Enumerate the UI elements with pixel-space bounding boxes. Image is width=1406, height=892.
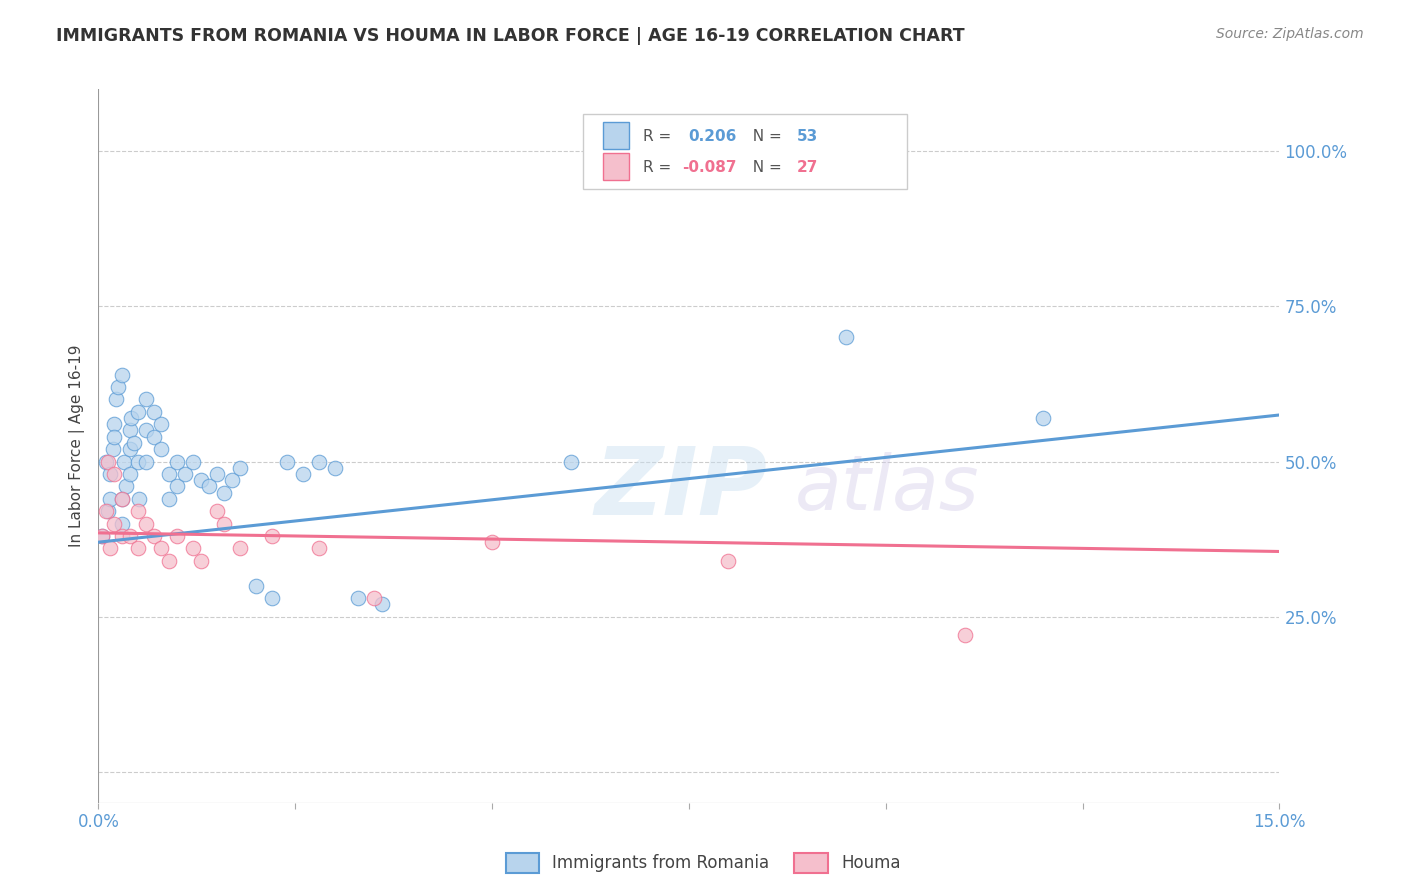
Point: [717, 554, 740, 568]
Point: [953, 628, 976, 642]
Point: [111, 516, 134, 531]
Point: [229, 541, 252, 556]
Point: [104, 392, 127, 407]
Point: [214, 516, 236, 531]
FancyBboxPatch shape: [582, 114, 907, 189]
Point: [481, 535, 503, 549]
Point: [142, 529, 165, 543]
Legend: Immigrants from Romania, Houma: Immigrants from Romania, Houma: [499, 847, 907, 880]
Point: [181, 454, 204, 468]
Point: [96, 454, 118, 468]
Point: [205, 467, 228, 481]
Point: [135, 516, 157, 531]
Point: [371, 597, 394, 611]
Point: [363, 591, 385, 605]
Point: [229, 460, 252, 475]
Point: [111, 529, 134, 543]
Point: [122, 436, 145, 450]
Point: [118, 424, 141, 438]
Point: [98, 467, 121, 481]
Point: [1032, 411, 1054, 425]
Point: [157, 554, 180, 568]
Point: [127, 405, 149, 419]
Point: [181, 541, 204, 556]
FancyBboxPatch shape: [603, 153, 628, 180]
Point: [308, 454, 330, 468]
Point: [835, 330, 858, 344]
Point: [127, 454, 149, 468]
Point: [101, 442, 124, 456]
Point: [347, 591, 370, 605]
Point: [560, 454, 582, 468]
Text: R =: R =: [643, 160, 676, 175]
Text: atlas: atlas: [796, 452, 980, 525]
Point: [157, 467, 180, 481]
Point: [150, 417, 173, 432]
Point: [111, 491, 134, 506]
Point: [166, 454, 188, 468]
Point: [135, 424, 157, 438]
Point: [135, 454, 157, 468]
Point: [150, 442, 173, 456]
Point: [128, 491, 150, 506]
Text: 53: 53: [796, 129, 818, 145]
Point: [118, 467, 141, 481]
Point: [135, 392, 157, 407]
Point: [103, 417, 125, 432]
Point: [323, 460, 346, 475]
Text: R =: R =: [643, 129, 681, 145]
Point: [121, 411, 143, 425]
Point: [260, 529, 283, 543]
Text: 27: 27: [796, 160, 818, 175]
Point: [308, 541, 330, 556]
Point: [103, 467, 125, 481]
Point: [221, 473, 243, 487]
Text: Source: ZipAtlas.com: Source: ZipAtlas.com: [1216, 27, 1364, 41]
Point: [118, 529, 141, 543]
Point: [190, 554, 212, 568]
Point: [214, 485, 236, 500]
Text: N =: N =: [744, 129, 787, 145]
Point: [118, 442, 141, 456]
Text: IMMIGRANTS FROM ROMANIA VS HOUMA IN LABOR FORCE | AGE 16-19 CORRELATION CHART: IMMIGRANTS FROM ROMANIA VS HOUMA IN LABO…: [56, 27, 965, 45]
Point: [112, 454, 135, 468]
Point: [142, 430, 165, 444]
Y-axis label: In Labor Force | Age 16-19: In Labor Force | Age 16-19: [69, 344, 86, 548]
Point: [115, 479, 138, 493]
FancyBboxPatch shape: [603, 122, 628, 149]
Point: [276, 454, 298, 468]
Point: [150, 541, 173, 556]
Point: [98, 541, 121, 556]
Point: [103, 430, 125, 444]
Point: [190, 473, 212, 487]
Point: [97, 504, 120, 518]
Point: [260, 591, 283, 605]
Point: [98, 491, 121, 506]
Point: [91, 529, 114, 543]
Point: [91, 529, 114, 543]
Text: N =: N =: [744, 160, 787, 175]
Text: ZIP: ZIP: [595, 442, 768, 535]
Point: [205, 504, 228, 518]
Point: [166, 479, 188, 493]
Point: [197, 479, 219, 493]
Text: -0.087: -0.087: [682, 160, 737, 175]
Point: [103, 516, 125, 531]
Point: [107, 380, 129, 394]
Point: [127, 541, 149, 556]
Point: [245, 579, 267, 593]
Point: [157, 491, 180, 506]
Point: [166, 529, 188, 543]
Point: [111, 368, 134, 382]
Point: [127, 504, 149, 518]
Point: [111, 491, 134, 506]
Point: [292, 467, 315, 481]
Text: 0.206: 0.206: [688, 129, 737, 145]
Point: [96, 504, 118, 518]
Point: [142, 405, 165, 419]
Point: [97, 454, 120, 468]
Point: [174, 467, 197, 481]
